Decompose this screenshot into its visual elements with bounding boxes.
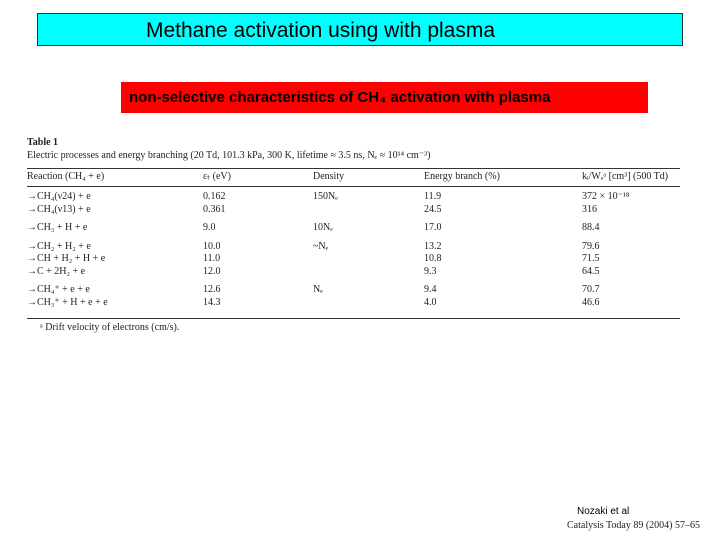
table-cell: 316 bbox=[582, 203, 597, 215]
table-cell: 9.4 bbox=[424, 284, 437, 295]
table-cell: 11.0 bbox=[203, 253, 221, 264]
rule bbox=[27, 168, 680, 169]
table-cell: 79.6 bbox=[582, 240, 600, 252]
column-header: Reaction (CH₄ + e) bbox=[27, 171, 105, 182]
table-cell: 13.2 bbox=[424, 240, 442, 252]
column-header: kᵢ/Wₑᵃ [cm³] (500 Td) bbox=[582, 171, 669, 182]
column-header: Energy branch (%) bbox=[424, 171, 500, 182]
table-cell: →CH₄(ν13) + e bbox=[27, 203, 91, 215]
citation-authors: Nozaki et al bbox=[577, 506, 630, 517]
table-cell: 46.6 bbox=[582, 296, 600, 308]
column-header: Density bbox=[313, 171, 345, 182]
table-cell: 12.6 bbox=[203, 284, 221, 295]
table-caption: Table 1 bbox=[27, 137, 59, 148]
table-cell: 9.0 bbox=[203, 222, 216, 233]
subtitle: non-selective characteristics of CH₄ act… bbox=[121, 82, 648, 113]
table-description: Electric processes and energy branching … bbox=[27, 150, 431, 161]
table-cell: ~Nₑ bbox=[313, 240, 329, 252]
table-cell: Nₑ bbox=[313, 284, 323, 295]
table-cell: 17.0 bbox=[424, 222, 442, 233]
table-cell: →CH₂ + H₂ + e bbox=[27, 240, 91, 252]
table-cell: 0.361 bbox=[203, 203, 226, 215]
rule bbox=[27, 318, 680, 319]
table-cell: 14.3 bbox=[203, 296, 221, 308]
citation-source: Catalysis Today 89 (2004) 57–65 bbox=[567, 520, 700, 531]
table-cell: 11.9 bbox=[424, 191, 442, 202]
rule bbox=[27, 186, 680, 187]
table-cell: 0.162 bbox=[203, 191, 226, 202]
table-cell: 10Nₑ bbox=[313, 222, 333, 233]
table-cell: 70.7 bbox=[582, 284, 600, 295]
table-cell: →C + 2H₂ + e bbox=[27, 265, 86, 277]
table-cell: 10.0 bbox=[203, 240, 221, 252]
table-cell: →CH₃ + H + e bbox=[27, 222, 88, 233]
table-cell: 150Nₑ bbox=[313, 191, 338, 202]
table-cell: 64.5 bbox=[582, 265, 600, 277]
table-cell: 88.4 bbox=[582, 222, 600, 233]
table-cell: 9.3 bbox=[424, 265, 437, 277]
table-cell: 10.8 bbox=[424, 253, 442, 264]
table-cell: 4.0 bbox=[424, 296, 437, 308]
table-cell: →CH₄⁺ + e + e bbox=[27, 284, 90, 295]
table-cell: 372 × 10⁻¹⁸ bbox=[582, 191, 630, 202]
table-cell: 71.5 bbox=[582, 253, 600, 264]
footnote: ᵃ Drift velocity of electrons (cm/s). bbox=[40, 322, 180, 333]
table-cell: 24.5 bbox=[424, 203, 442, 215]
table-cell: →CH + H₂ + H + e bbox=[27, 253, 106, 264]
table-cell: →CH₃⁺ + H + e + e bbox=[27, 296, 108, 308]
table-cell: →CH₄(ν24) + e bbox=[27, 191, 91, 202]
table-cell: 12.0 bbox=[203, 265, 221, 277]
column-header: εₜ (eV) bbox=[203, 171, 231, 182]
slide-title: Methane activation using with plasma bbox=[37, 13, 683, 46]
